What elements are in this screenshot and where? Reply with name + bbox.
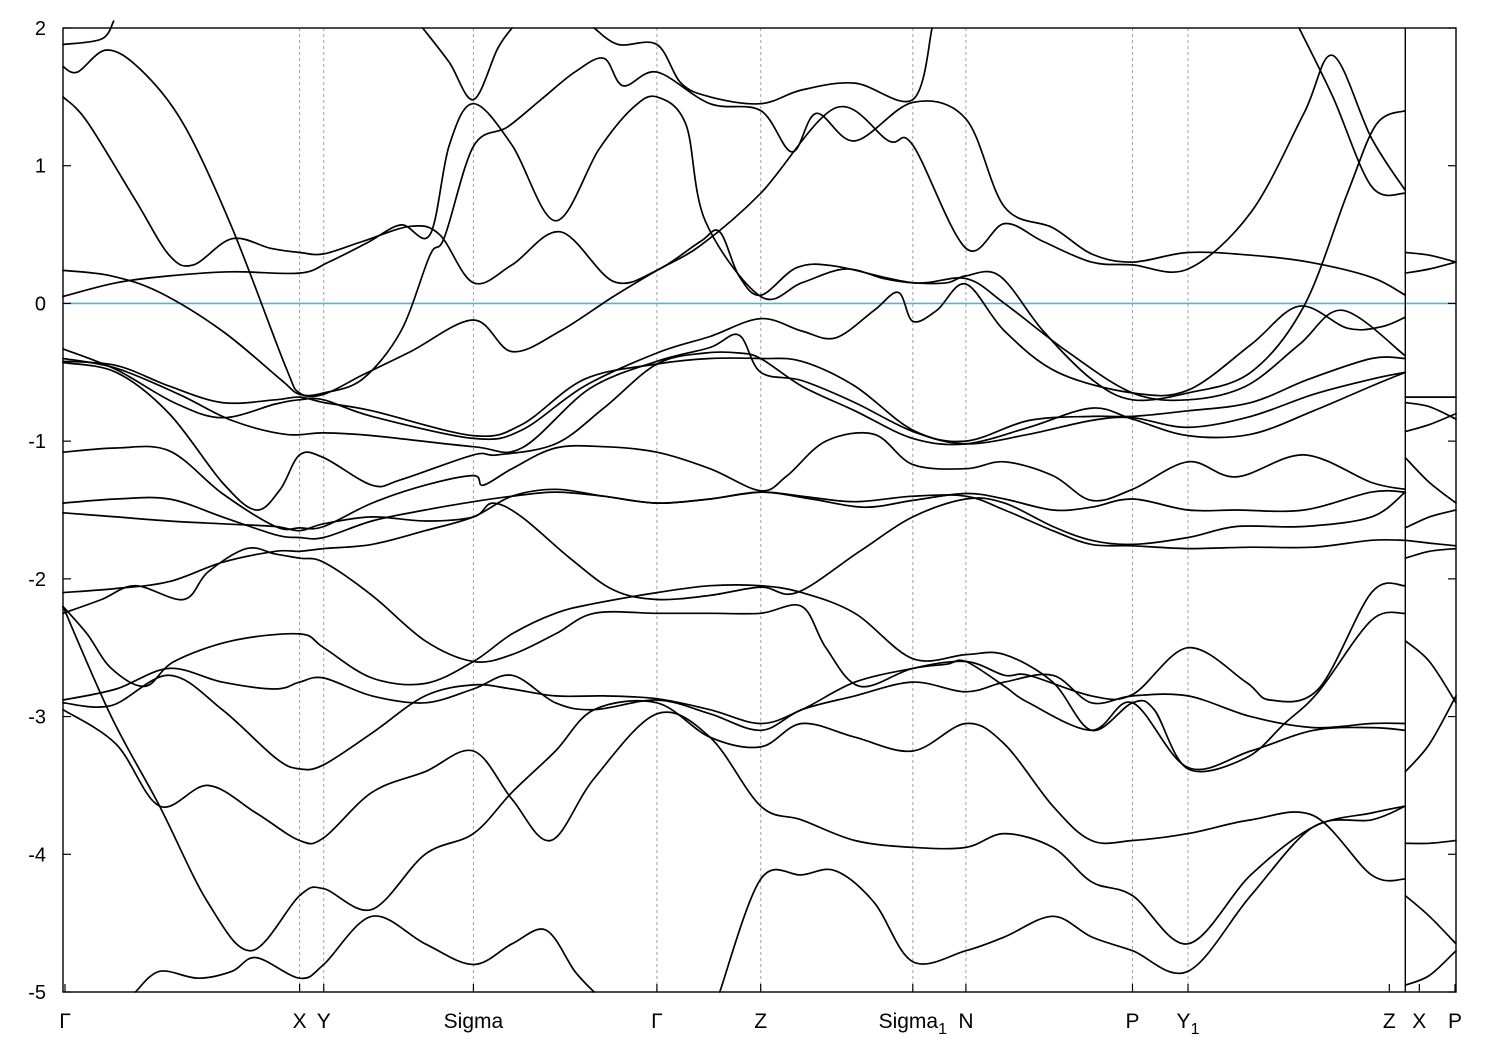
band-line <box>62 283 1407 441</box>
x-tick-label: Y <box>317 1010 331 1033</box>
band-line <box>1404 547 1457 560</box>
y-tick-label: 1 <box>35 156 46 178</box>
y-tick-label: -2 <box>28 569 46 591</box>
band-line <box>62 49 1407 398</box>
band-line <box>62 96 1407 402</box>
band-line <box>62 488 1407 594</box>
x-tick-label: X <box>293 1010 307 1033</box>
x-tick-label: P <box>1125 1010 1139 1033</box>
band-line <box>1404 894 1457 945</box>
band-line <box>1404 839 1457 845</box>
x-tick-label: Γ <box>651 1010 663 1033</box>
band-line <box>1404 412 1457 433</box>
band-line <box>1404 695 1457 773</box>
band-line <box>421 27 513 101</box>
band-line <box>1404 456 1457 504</box>
y-tick-label: -4 <box>28 844 46 866</box>
y-tick-label: -1 <box>28 431 46 453</box>
y-tick-label: 0 <box>35 293 46 315</box>
x-tick-label: Z <box>1383 1010 1396 1033</box>
x-tick-label: Sigma <box>444 1010 504 1033</box>
band-line <box>62 547 1407 703</box>
band-line <box>1404 251 1457 263</box>
band-line <box>593 27 933 105</box>
band-line <box>1404 509 1457 529</box>
x-tick-label: X <box>1412 1010 1426 1033</box>
band-line <box>62 356 1407 443</box>
band-curves <box>62 20 1457 993</box>
plot-frame <box>62 27 1457 993</box>
band-line <box>1298 27 1407 197</box>
band-line <box>1404 539 1457 547</box>
x-tick-label: Γ <box>59 1010 71 1033</box>
y-tick-label: -5 <box>28 982 46 1004</box>
band-line <box>1404 639 1457 704</box>
y-tick-label: -3 <box>28 707 46 729</box>
band-line <box>62 605 1407 952</box>
band-line <box>62 57 1407 397</box>
band-line <box>62 667 1407 732</box>
band-line <box>62 351 1407 511</box>
band-line <box>1404 261 1457 274</box>
band-line <box>62 491 1407 601</box>
y-tick-label: 2 <box>35 18 46 40</box>
band-line <box>62 95 1407 402</box>
band-line <box>1404 949 1457 986</box>
band-line <box>62 708 1407 945</box>
band-line <box>62 659 1407 771</box>
band-line <box>62 431 1407 531</box>
y-axis: 2 1 0 -1 -2 -3 -4 -5 <box>28 18 1456 1004</box>
x-tick-label: P <box>1448 1010 1462 1033</box>
band-line <box>134 915 595 993</box>
band-line <box>62 584 1407 773</box>
band-line <box>62 333 1407 454</box>
band-line <box>62 20 115 46</box>
x-tick-label: N <box>958 1010 973 1033</box>
x-tick-label: Z <box>754 1010 767 1033</box>
band-line <box>718 805 1407 993</box>
